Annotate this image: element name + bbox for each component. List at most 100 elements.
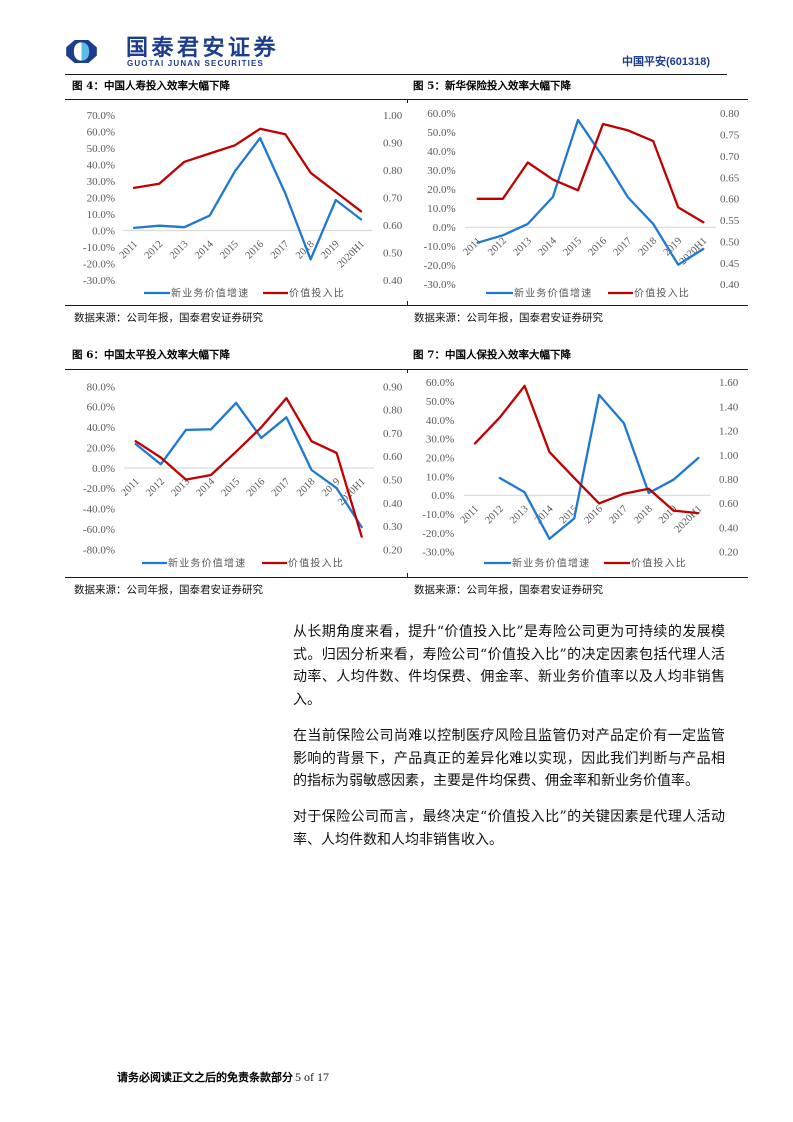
series-line-right-axis	[473, 384, 700, 515]
y-axis-right-tick-label: 0.50	[383, 247, 403, 259]
figure-row-2-bottom-rule	[65, 577, 748, 578]
y-axis-right-tick-label: 0.70	[383, 192, 403, 204]
figure-7-title: 图 7：中国人保投入效率大幅下降	[413, 349, 571, 361]
figure-divider-tick	[407, 99, 408, 103]
legend-item: 价值投入比	[262, 557, 344, 570]
y-axis-left-tick-label: -10.0%	[424, 241, 456, 253]
y-axis-left-tick-label: -20.0%	[83, 483, 115, 495]
y-axis-left-tick-label: 0.0%	[92, 225, 115, 237]
y-axis-left-tick-label: 20.0%	[426, 452, 454, 464]
y-axis-left-tick-label: 60.0%	[427, 108, 455, 120]
y-axis-left-tick-label: -30.0%	[424, 279, 456, 291]
legend-item: 新业务价值增速	[486, 287, 591, 300]
y-axis-right-tick-label: 1.00	[719, 450, 739, 462]
x-axis-category-label: 2012	[144, 476, 167, 499]
y-axis-right-tick-label: 1.20	[719, 426, 739, 438]
figure-divider-tick	[407, 301, 408, 305]
paragraph: 从长期角度来看，提升“价值投入比”是寿险公司更为可持续的发展模 式。归因分析来看…	[293, 621, 725, 711]
y-axis-right-tick-label: 0.40	[383, 275, 403, 287]
y-axis-right-tick-label: 0.90	[383, 137, 403, 149]
y-axis-left-tick-label: 20.0%	[427, 184, 455, 196]
y-axis-left-tick-label: 50.0%	[426, 396, 454, 408]
y-axis-left-tick-label: 40.0%	[426, 415, 454, 427]
legend-label: 价值投入比	[289, 287, 345, 300]
legend-item: 价值投入比	[608, 287, 689, 300]
y-axis-left-tick-label: 60.0%	[87, 126, 115, 138]
report-stock-label: 中国平安(601318)	[622, 56, 711, 68]
x-axis-category-label: 2016	[583, 504, 606, 527]
y-axis-left-tick-label: 80.0%	[87, 381, 115, 393]
x-axis-category-label: 2016	[244, 239, 267, 262]
y-axis-left-tick-label: -80.0%	[83, 544, 115, 556]
text-line: 动率、人均件数、件均保费、佣金率、新业务价值率以及人均非销售收	[293, 669, 725, 686]
legend-label: 价值投入比	[288, 557, 344, 570]
y-axis-left-tick-label: 0.0%	[92, 463, 115, 475]
line-chart-plot: 80.0% 60.0% 40.0% 20.0% 0.0% -20.0% -40.0% -60.…	[83, 381, 403, 570]
x-axis-category-label: 2018	[295, 476, 318, 499]
x-axis-category-label: 2014	[193, 238, 216, 261]
y-axis-right-tick-label: 0.40	[720, 279, 740, 291]
y-axis-right-tick-label: 0.90	[383, 381, 403, 393]
y-axis-left-tick-label: 10.0%	[426, 471, 454, 483]
y-axis-left-tick-label: 60.0%	[426, 377, 454, 389]
x-axis-category-label: 2017	[607, 504, 630, 527]
x-axis-category-label: 2017	[270, 476, 293, 499]
y-axis-left-tick-label: 10.0%	[87, 209, 115, 221]
y-axis-left-tick-label: 20.0%	[87, 442, 115, 454]
series-line-right-axis	[132, 127, 363, 213]
y-axis-left-tick-label: -20.0%	[424, 260, 456, 272]
y-axis-right-tick-label: 1.00	[383, 110, 403, 122]
x-axis-category-label: 2012	[483, 504, 506, 527]
y-axis-left-tick-label: 50.0%	[427, 127, 455, 139]
text-line: 入。	[293, 691, 321, 708]
x-axis-category-label: 2017	[612, 236, 635, 259]
guotai-junan-logo-icon	[66, 40, 97, 63]
x-axis-category-label: 2011	[119, 476, 141, 498]
y-axis-left-tick-label: -20.0%	[422, 528, 454, 540]
y-axis-right-tick-label: 0.60	[383, 451, 403, 463]
y-axis-right-tick-label: 0.20	[383, 544, 403, 556]
figure-6-title: 图 6：中国太平投入效率大幅下降	[72, 349, 230, 361]
y-axis-left-tick-label: 70.0%	[87, 110, 115, 122]
brand-name-chinese: 国泰君安证券	[126, 36, 280, 61]
y-axis-left-tick-label: 30.0%	[426, 434, 454, 446]
y-axis-left-tick-label: -30.0%	[83, 275, 115, 287]
y-axis-right-tick-label: 1.60	[719, 377, 739, 389]
series-line-right-axis	[476, 122, 705, 224]
legend-label: 新业务价值增速	[512, 557, 590, 570]
y-axis-left-tick-label: -10.0%	[83, 242, 115, 254]
y-axis-right-tick-label: 0.75	[720, 130, 740, 142]
text-line: 率、人均件数和人均非销售收入。	[293, 831, 503, 848]
x-axis-category-label: 2016	[587, 236, 610, 259]
y-axis-right-tick-label: 0.50	[720, 236, 740, 248]
text-line: 从长期角度来看，提升“价值投入比”是寿险公司更为可持续的发展模	[293, 624, 725, 640]
page-number: 5 of 17	[295, 1070, 329, 1084]
legend-label: 价值投入比	[631, 557, 687, 570]
legend-item: 价值投入比	[263, 287, 345, 300]
chart-figure-5: 60.0% 50.0% 40.0% 30.0% 20.0% 10.0% 0.0% -10.0%…	[415, 103, 755, 303]
y-axis-left-tick-label: 50.0%	[87, 143, 115, 155]
y-axis-left-tick-label: 40.0%	[87, 159, 115, 171]
legend-label: 新业务价值增速	[171, 287, 249, 300]
y-axis-right-tick-label: 0.70	[383, 428, 403, 440]
x-axis-category-label: 2020H1	[335, 239, 367, 271]
paragraph: 对于保险公司而言，最终决定“价值投入比”的关键因素是代理人活动 率、人均件数和人…	[293, 806, 725, 851]
y-axis-left-tick-label: -10.0%	[422, 509, 454, 521]
y-axis-left-tick-label: 20.0%	[87, 192, 115, 204]
figure-row-1-top-rule	[65, 99, 748, 100]
x-axis-category-label: 2017	[269, 239, 292, 262]
text-line: 对于保险公司而言，最终决定“价值投入比”的关键因素是代理人活动	[293, 809, 725, 826]
y-axis-left-tick-label: -30.0%	[422, 547, 454, 559]
x-axis-category-label: 2015	[220, 476, 243, 499]
x-axis-category-label: 2019	[319, 239, 342, 262]
text-line: 在当前保险公司尚难以控制医疗风险且监管仍对产品定价有一定监管	[293, 727, 725, 744]
line-chart-plot: 60.0% 50.0% 40.0% 30.0% 20.0% 10.0% 0.0% -10.0%…	[422, 377, 739, 570]
y-axis-left-tick-label: 40.0%	[87, 422, 115, 434]
text-line: 影响的背景下，产品真正的差异化难以实现，因此我们判断与产品相关	[293, 750, 725, 767]
y-axis-left-tick-label: -20.0%	[83, 258, 115, 270]
legend-item: 价值投入比	[604, 557, 687, 570]
figure-6-source: 数据来源：公司年报，国泰君安证券研究	[74, 584, 263, 596]
header-rule	[65, 74, 727, 75]
x-axis-category-label: 2015	[561, 236, 584, 259]
x-axis-category-label: 2015	[218, 239, 241, 262]
